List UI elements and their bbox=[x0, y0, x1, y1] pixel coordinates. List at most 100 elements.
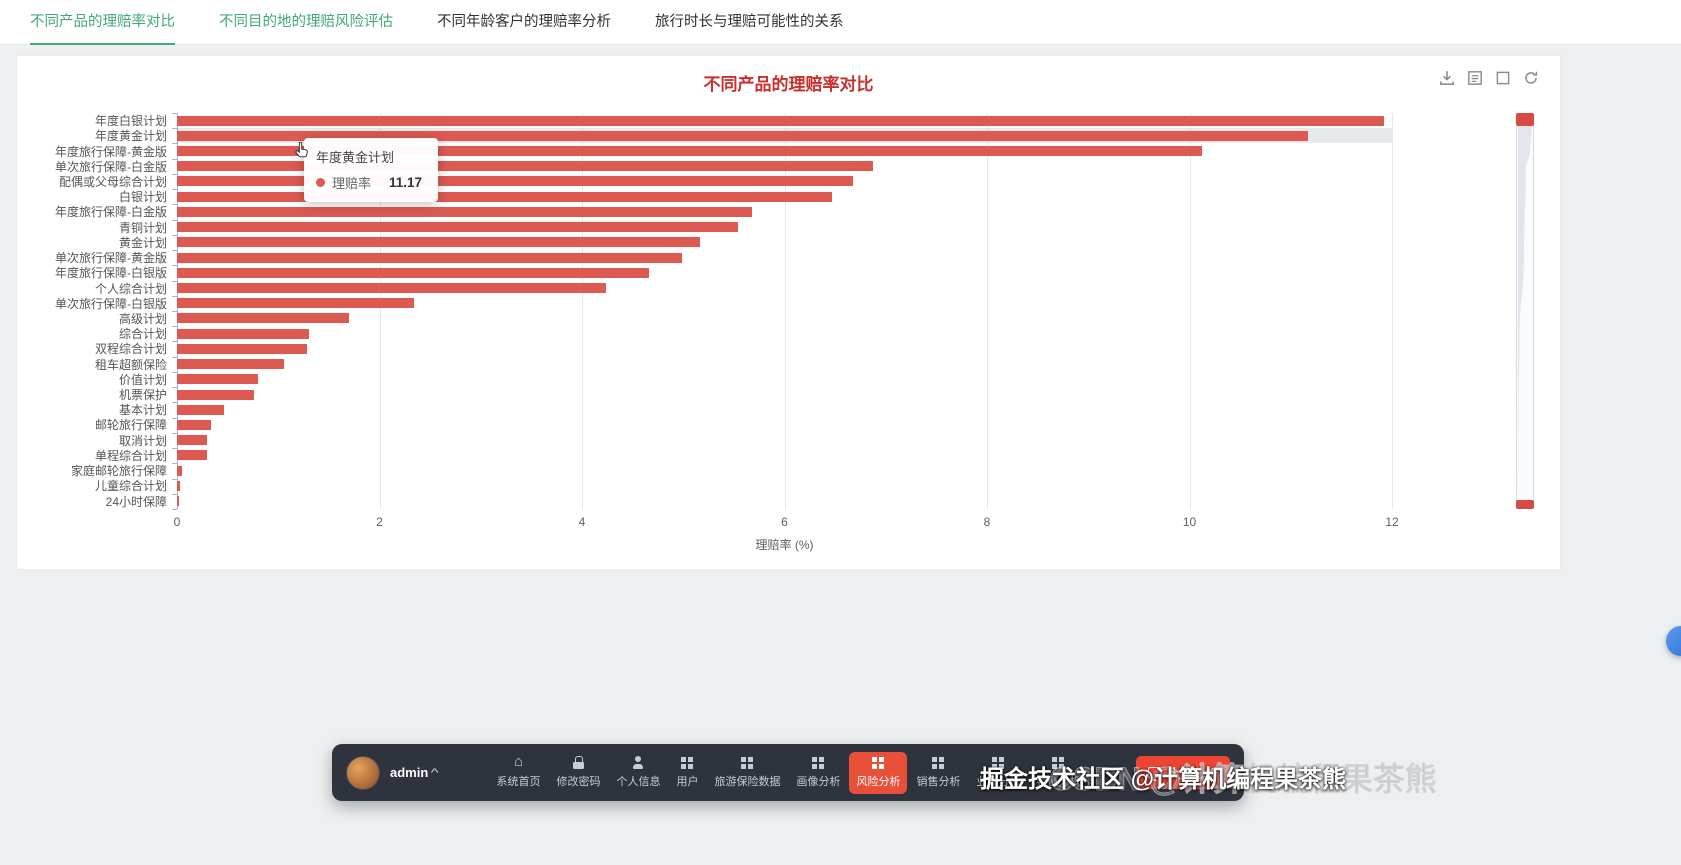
download-icon[interactable] bbox=[1438, 69, 1456, 87]
bar-track bbox=[177, 235, 1392, 250]
bar[interactable] bbox=[177, 419, 212, 430]
bar[interactable] bbox=[177, 404, 224, 415]
chart-row: 综合计划 bbox=[17, 326, 1392, 341]
mouse-cursor-icon bbox=[294, 140, 312, 165]
bar[interactable] bbox=[177, 267, 649, 278]
bar[interactable] bbox=[177, 343, 307, 354]
bar[interactable] bbox=[177, 480, 181, 491]
chart-row: 基本计划 bbox=[17, 402, 1392, 417]
category-label: 个人综合计划 bbox=[94, 281, 167, 296]
lock-icon bbox=[572, 756, 584, 769]
chart-card: 不同产品的理赔率对比 年度白银计划 年度黄金计划 年度旅行保障-黄金版 单次旅行保障-… bbox=[16, 55, 1561, 570]
bar[interactable] bbox=[177, 146, 1202, 157]
bar[interactable] bbox=[177, 465, 183, 476]
datazoom-handle-bottom[interactable] bbox=[1516, 500, 1534, 509]
tab-risk-by-destination[interactable]: 不同目的地的理赔风险评估 bbox=[219, 13, 393, 30]
bar[interactable] bbox=[177, 298, 414, 309]
bar[interactable] bbox=[177, 161, 873, 172]
bar[interactable] bbox=[177, 237, 701, 248]
nav-items: ⌂ 系统首页 修改密码 个人信息 用户 旅游保险数据 画像分析 风险分析 销售分析 业绩分析 特征分… bbox=[489, 751, 1087, 794]
category-label: 综合计划 bbox=[118, 327, 167, 342]
tab-claim-rate-by-age[interactable]: 不同年龄客户的理赔率分析 bbox=[437, 13, 611, 30]
bar[interactable] bbox=[177, 252, 683, 263]
grid-icon bbox=[932, 756, 944, 769]
tab-claim-rate-by-product[interactable]: 不同产品的理赔率对比 bbox=[30, 0, 175, 45]
category-label: 年度黄金计划 bbox=[94, 129, 167, 144]
user-icon bbox=[632, 756, 644, 769]
chart-row: 儿童综合计划 bbox=[17, 478, 1392, 493]
bar-track bbox=[177, 220, 1392, 235]
big-screen-button[interactable]: 大屏分析 bbox=[1135, 756, 1230, 789]
bar[interactable] bbox=[177, 435, 208, 446]
bar[interactable] bbox=[177, 328, 309, 339]
chart-row: 单次旅行保障-白银版 bbox=[17, 296, 1392, 311]
category-label: 租车超额保险 bbox=[94, 357, 167, 372]
nav-item-users[interactable]: 用户 bbox=[669, 752, 705, 794]
tab-duration-vs-claim[interactable]: 旅行时长与理赔可能性的关系 bbox=[655, 13, 844, 30]
bar-track bbox=[177, 189, 1392, 204]
bar[interactable] bbox=[177, 389, 254, 400]
category-label: 基本计划 bbox=[118, 403, 167, 418]
x-tick-label: 10 bbox=[1182, 515, 1197, 529]
bar[interactable] bbox=[177, 176, 854, 187]
bar[interactable] bbox=[177, 206, 753, 217]
bar-track bbox=[177, 478, 1392, 493]
bar-track bbox=[177, 357, 1392, 372]
chart-tooltip: 年度黄金计划 理赔率 11.17 bbox=[304, 138, 439, 202]
bar[interactable] bbox=[177, 359, 285, 370]
bar-track bbox=[177, 493, 1392, 508]
bar[interactable] bbox=[177, 222, 738, 233]
category-label: 配偶或父母综合计划 bbox=[58, 174, 167, 189]
category-label: 年度旅行保障-白金版 bbox=[55, 205, 167, 220]
bar[interactable] bbox=[177, 313, 350, 324]
nav-item-profile[interactable]: 个人信息 bbox=[609, 751, 667, 794]
bar[interactable] bbox=[177, 283, 607, 294]
bar-track bbox=[177, 159, 1392, 174]
x-tick-label: 4 bbox=[578, 515, 586, 529]
chart-row: 取消计划 bbox=[17, 433, 1392, 448]
bar[interactable] bbox=[177, 191, 833, 202]
nav-item-performance-analysis[interactable]: 业绩分析 bbox=[969, 752, 1027, 794]
grid-icon bbox=[1052, 756, 1064, 769]
chart-row: 配偶或父母综合计划 bbox=[17, 174, 1392, 189]
bar-track bbox=[177, 448, 1392, 463]
nav-item-home[interactable]: ⌂ 系统首页 bbox=[489, 751, 547, 794]
grid-icon bbox=[872, 756, 884, 769]
datazoom-slider[interactable] bbox=[1516, 113, 1534, 509]
floating-button[interactable] bbox=[1666, 626, 1681, 656]
bar-track bbox=[177, 402, 1392, 417]
category-label: 年度白银计划 bbox=[94, 114, 167, 129]
tooltip-value: 11.17 bbox=[389, 175, 423, 190]
bar-track bbox=[177, 143, 1392, 158]
nav-item-risk-analysis[interactable]: 风险分析 bbox=[849, 751, 908, 794]
nav-item-sales-analysis[interactable]: 销售分析 bbox=[909, 752, 967, 794]
avatar[interactable] bbox=[346, 755, 380, 790]
refresh-icon[interactable] bbox=[1522, 69, 1540, 87]
data-view-icon[interactable] bbox=[1466, 69, 1484, 87]
chart-row: 单次旅行保障-黄金版 bbox=[17, 250, 1392, 265]
bar[interactable] bbox=[177, 496, 180, 507]
nav-item-label: 系统首页 bbox=[496, 776, 541, 788]
category-label: 单程综合计划 bbox=[94, 448, 167, 463]
nav-item-label: 特征分析 bbox=[1036, 775, 1081, 788]
bar-track bbox=[177, 280, 1392, 295]
bar[interactable] bbox=[177, 115, 1384, 126]
bar[interactable] bbox=[177, 450, 208, 461]
datazoom-handle-top[interactable] bbox=[1516, 113, 1534, 126]
nav-item-portrait-analysis[interactable]: 画像分析 bbox=[789, 752, 847, 794]
nav-item-label: 销售分析 bbox=[916, 775, 961, 788]
tooltip-series-name: 理赔率 bbox=[332, 176, 372, 191]
box-select-icon[interactable] bbox=[1494, 69, 1512, 87]
chart-row: 机票保护 bbox=[17, 387, 1392, 402]
category-label: 白银计划 bbox=[118, 190, 167, 205]
username[interactable]: admin bbox=[390, 765, 429, 780]
big-screen-button-label: 大屏分析 bbox=[1167, 767, 1218, 781]
chart-row: 价值计划 bbox=[17, 372, 1392, 387]
category-label: 单次旅行保障-白金版 bbox=[55, 159, 167, 174]
nav-item-feature-analysis[interactable]: 特征分析 bbox=[1029, 752, 1087, 794]
chevron-up-icon[interactable]: ^ bbox=[431, 766, 439, 779]
nav-item-change-password[interactable]: 修改密码 bbox=[549, 751, 607, 794]
bar[interactable] bbox=[177, 374, 258, 385]
bar[interactable] bbox=[177, 130, 1308, 141]
nav-item-travel-insurance-data[interactable]: 旅游保险数据 bbox=[707, 752, 787, 794]
